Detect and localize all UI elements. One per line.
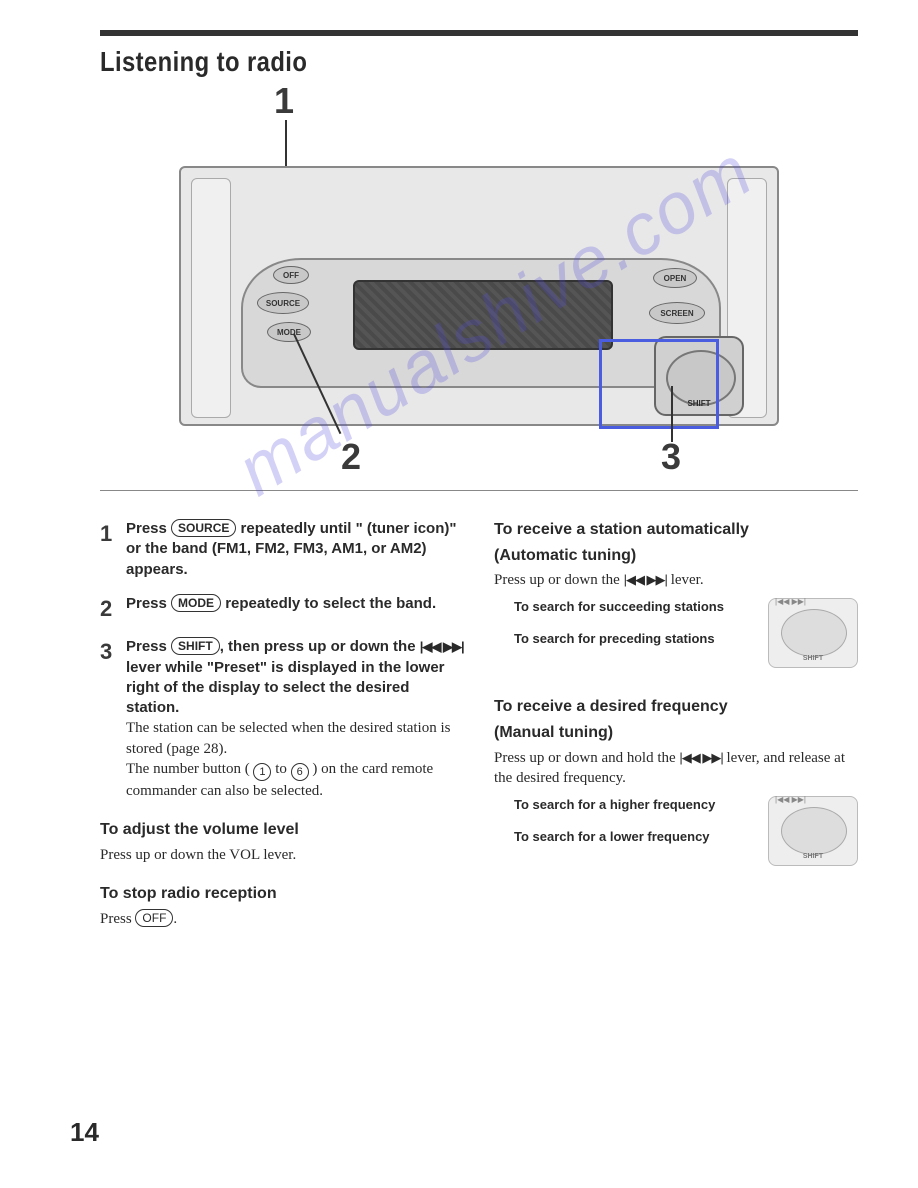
lever-icon: |◀◀ ▶▶|: [624, 572, 667, 587]
open-button: OPEN: [653, 268, 697, 288]
volume-text: Press up or down the VOL lever.: [100, 845, 464, 865]
knob-thumb: |◀◀ ▶▶| SHIFT: [768, 796, 858, 866]
knob-thumb: |◀◀ ▶▶| SHIFT: [768, 598, 858, 668]
volume-heading: To adjust the volume level: [100, 819, 464, 841]
step-3: 3 Press SHIFT, then press up or down the…: [100, 637, 464, 801]
auto-text: Press up or down the |◀◀ ▶▶| lever.: [494, 570, 858, 590]
source-button: SOURCE: [257, 292, 309, 314]
section-title: Listening to radio: [100, 46, 744, 78]
divider: [100, 490, 858, 491]
step2-text: Press MODE repeatedly to select the band…: [126, 595, 436, 612]
knob-arrows-icon: |◀◀ ▶▶|: [775, 597, 806, 608]
auto-preceding: To search for preceding stations: [494, 630, 758, 648]
step-2: 2 Press MODE repeatedly to select the ba…: [100, 594, 464, 624]
page-number: 14: [70, 1117, 99, 1148]
num-6-icon: 6: [291, 763, 309, 781]
stop-heading: To stop radio reception: [100, 883, 464, 905]
callout-2: 2: [341, 436, 361, 478]
source-pill: SOURCE: [171, 519, 236, 537]
mode-pill: MODE: [171, 594, 221, 612]
step3-text-bold: Press SHIFT, then press up or down the |…: [126, 638, 464, 716]
manual-heading-1: To receive a desired frequency: [494, 696, 858, 718]
off-pill: OFF: [135, 909, 173, 927]
callout-3: 3: [661, 436, 681, 478]
auto-heading-1: To receive a station automatically: [494, 519, 858, 541]
off-button: OFF: [273, 266, 309, 284]
manual-text: Press up or down and hold the |◀◀ ▶▶| le…: [494, 748, 858, 789]
step3-plain1: The station can be selected when the des…: [126, 718, 464, 759]
knob-shift-label: SHIFT: [769, 654, 857, 663]
manual-search-block: To search for a higher frequency To sear…: [494, 796, 858, 866]
mode-button: MODE: [267, 322, 311, 342]
knob-arrows-icon: |◀◀ ▶▶|: [775, 795, 806, 806]
knob-shift-label: SHIFT: [769, 852, 857, 861]
auto-succeeding: To search for succeeding stations: [494, 598, 758, 616]
step-num: 3: [100, 637, 126, 801]
trim-left: [191, 178, 231, 418]
manual-lower: To search for a lower frequency: [494, 828, 758, 846]
step-num: 1: [100, 519, 126, 580]
step-num: 2: [100, 594, 126, 624]
callout-1: 1: [274, 80, 294, 122]
lever-icon: |◀◀ ▶▶|: [420, 639, 464, 654]
manual-heading-2: (Manual tuning): [494, 722, 858, 744]
manual-higher: To search for a higher frequency: [494, 796, 758, 814]
step3-plain2: The number button ( 1 to 6 ) on the card…: [126, 759, 464, 801]
step1-text: Press SOURCE repeatedly until " (tuner i…: [126, 520, 456, 578]
radio-outer: OFF SOURCE MODE OPEN SCREEN SHIFT: [179, 166, 779, 426]
stop-text: Press OFF.: [100, 909, 464, 929]
lever-icon: |◀◀ ▶▶|: [679, 750, 722, 765]
right-column: To receive a station automatically (Auto…: [494, 519, 858, 929]
auto-heading-2: (Automatic tuning): [494, 545, 858, 567]
lcd-screen: [353, 280, 613, 350]
highlight-box: [599, 339, 719, 429]
left-column: 1 Press SOURCE repeatedly until " (tuner…: [100, 519, 464, 929]
step-1: 1 Press SOURCE repeatedly until " (tuner…: [100, 519, 464, 580]
top-rule: [100, 30, 858, 36]
callout-line-3: [671, 386, 673, 442]
radio-diagram: 1 OFF SOURCE MODE OPEN SCREEN SHIFT 2 3: [119, 86, 839, 466]
content-columns: 1 Press SOURCE repeatedly until " (tuner…: [100, 519, 858, 929]
auto-search-block: To search for succeeding stations To sea…: [494, 598, 858, 668]
num-1-icon: 1: [253, 763, 271, 781]
shift-pill: SHIFT: [171, 637, 220, 655]
screen-button: SCREEN: [649, 302, 705, 324]
